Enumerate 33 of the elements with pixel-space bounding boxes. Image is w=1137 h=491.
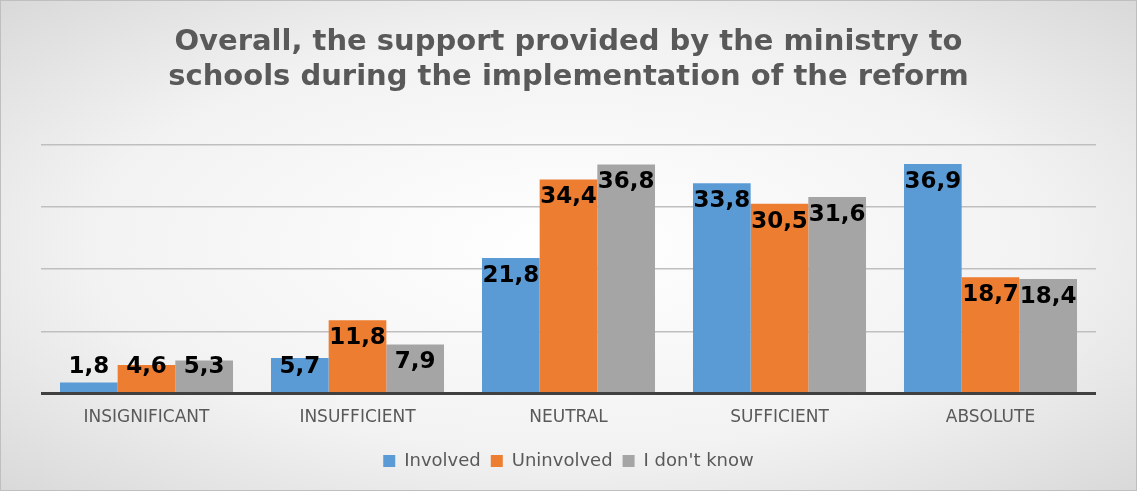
bar (481, 257, 540, 393)
data-label: 36,8 (597, 167, 655, 194)
chart-title: Overall, the support provided by the ministry to schools during the implementation of the reform (168, 22, 969, 92)
legend-label: I don't know (643, 448, 754, 470)
x-tick-label: SUFFICIENT (730, 406, 830, 427)
x-tick-label: INSIGNIFICANT (83, 406, 211, 427)
data-label: 21,8 (482, 260, 540, 287)
data-label: 36,9 (904, 166, 962, 193)
data-label: 30,5 (751, 206, 808, 233)
bar (59, 382, 118, 393)
data-label: 5,7 (279, 352, 321, 379)
data-label: 5,3 (183, 352, 225, 379)
legend-label: Uninvolved (511, 448, 613, 470)
bar (539, 179, 598, 393)
legend-label: Involved (404, 448, 481, 470)
data-label: 33,8 (693, 186, 751, 213)
data-label: 34,4 (540, 182, 597, 209)
bar (750, 203, 809, 393)
data-label: 7,9 (394, 347, 436, 374)
x-tick-label: ABSOLUTE (945, 406, 1036, 427)
data-label: 11,8 (329, 323, 386, 350)
bar (961, 277, 1020, 393)
data-label: 18,4 (1019, 282, 1077, 309)
bar (597, 164, 656, 393)
bar (903, 163, 962, 393)
bar (692, 183, 751, 393)
bar (808, 196, 867, 393)
x-tick-label: NEUTRAL (529, 406, 609, 427)
bar (1019, 279, 1078, 393)
data-label: 18,7 (962, 280, 1019, 307)
data-label: 1,8 (68, 352, 110, 379)
x-tick-label: INSUFFICIENT (299, 406, 417, 427)
data-label: 31,6 (808, 199, 866, 226)
